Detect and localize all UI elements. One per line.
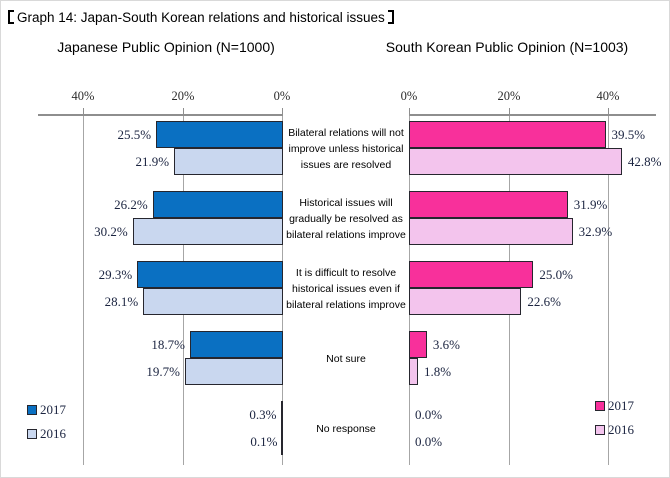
japan-panel-title: Japanese Public Opinion (N=1000) <box>57 39 275 55</box>
category-label-line: No response <box>316 423 376 435</box>
japan-bar-2016 <box>185 358 283 385</box>
value-label: 29.3% <box>98 267 133 282</box>
page-title-text: Graph 14: Japan-South Korean relations a… <box>17 10 385 25</box>
category-label-line: improve unless historical <box>288 143 404 155</box>
category-label: Bilateral relations will not improve unle… <box>283 114 409 184</box>
category-label-line: issues are resolved <box>300 159 392 171</box>
value-label: 3.6% <box>432 337 460 352</box>
japan-bar-2017 <box>156 121 283 148</box>
axis-tick <box>282 108 283 114</box>
value-label: 28.1% <box>104 294 139 309</box>
korea-bar-2016 <box>409 218 573 245</box>
axis-tick <box>608 108 609 114</box>
category-label-line: gradually be resolved as <box>289 213 403 225</box>
japan-bar-2016 <box>281 428 283 455</box>
value-label: 30.2% <box>94 224 128 239</box>
axis-tick-label: 20% <box>171 89 195 103</box>
category-label: No response <box>283 394 409 464</box>
axis-tick-label: 40% <box>71 89 95 103</box>
legend-item-2017-korea: 2017 <box>595 398 634 413</box>
value-label: 31.9% <box>573 197 608 212</box>
legend-swatch-2016-korea <box>595 424 605 435</box>
axis-tick <box>83 108 84 114</box>
legend-label: 2017 <box>40 401 66 417</box>
value-label: 39.5% <box>611 127 646 142</box>
japan-bar-2016 <box>174 148 283 175</box>
value-label: 0.0% <box>415 434 443 449</box>
korea-bar-2016 <box>409 288 522 315</box>
value-label: 21.9% <box>135 154 170 169</box>
title-bracket-open-icon <box>8 10 14 24</box>
gridline <box>83 116 84 465</box>
value-label: 25.5% <box>117 127 152 142</box>
japan-legend: 2017 2016 <box>27 402 66 450</box>
category-label-line: It is difficult to resolve <box>295 267 397 279</box>
gridline <box>608 116 609 465</box>
value-label: 19.7% <box>146 364 180 379</box>
korea-bar-2017 <box>409 331 427 358</box>
japan-bar-2016 <box>132 218 283 245</box>
category-label-line: Bilateral relations will not <box>288 127 404 139</box>
axis-tick-label: 40% <box>596 89 620 103</box>
korea-bar-2017 <box>409 191 568 218</box>
korea-panel-title: South Korean Public Opinion (N=1003) <box>385 39 629 55</box>
axis-tick-label: 20% <box>497 89 521 103</box>
category-label-line: historical issues even if <box>292 283 400 295</box>
axis-tick <box>183 108 184 114</box>
value-label: 0.0% <box>415 407 443 422</box>
title-bracket-close-icon <box>387 10 394 24</box>
category-label-line: Historical issues will <box>299 197 393 209</box>
category-label: Historical issues will gradually be resol… <box>283 184 409 254</box>
page-title: Graph 14: Japan-South Korean relations a… <box>8 8 394 25</box>
value-label: 25.0% <box>539 267 573 282</box>
korea-legend: 2017 2016 <box>595 398 634 446</box>
value-label: 0.3% <box>249 407 277 422</box>
legend-swatch-2017-japan <box>27 404 37 415</box>
legend-swatch-2017-korea <box>595 400 605 411</box>
korea-chart-plot: 0% 20% 40% 39.5% 42.8% 31.9% 32.9% 25.0% 22.6% 3.… <box>401 89 662 466</box>
category-label-line: bilateral relations improve <box>286 229 406 241</box>
value-label: 26.2% <box>114 197 148 212</box>
value-label: 1.8% <box>423 364 452 379</box>
value-label: 18.7% <box>151 337 185 352</box>
japan-bar-2017 <box>152 191 283 218</box>
value-label: 0.1% <box>250 434 278 449</box>
japan-bar-2017 <box>281 401 283 428</box>
korea-bar-2016 <box>409 358 418 385</box>
legend-item-2016-korea: 2016 <box>595 422 634 437</box>
japan-bar-2017 <box>189 331 283 358</box>
japan-bar-2017 <box>137 261 283 288</box>
legend-swatch-2016-japan <box>27 428 37 439</box>
legend-item-2016-japan: 2016 <box>27 426 66 441</box>
axis-tick <box>509 108 510 114</box>
legend-label: 2016 <box>40 425 66 441</box>
legend-item-2017-japan: 2017 <box>27 402 66 417</box>
value-label: 22.6% <box>527 294 562 309</box>
japan-chart-plot: 40% 20% 0% 25.5% 21.9% 26.2% 30.2% 29.3% 28.1% 18… <box>38 89 290 466</box>
axis-tick <box>409 108 410 114</box>
category-label: It is difficult to resolve historical iss… <box>283 254 409 324</box>
category-labels-column: Bilateral relations will not improve unle… <box>283 114 409 464</box>
korea-bar-2016 <box>409 148 622 175</box>
category-label-line: bilateral relations improve <box>286 299 406 311</box>
legend-label: 2016 <box>608 421 634 437</box>
value-label: 42.8% <box>627 154 662 169</box>
category-label: Not sure <box>283 324 409 394</box>
japan-bar-2016 <box>143 288 283 315</box>
axis-tick-label: 0% <box>273 89 291 103</box>
axis-tick-label: 0% <box>400 89 418 103</box>
value-label: 32.9% <box>578 224 613 239</box>
korea-bar-2017 <box>409 261 534 288</box>
legend-label: 2017 <box>608 397 634 413</box>
category-label-line: Not sure <box>326 353 366 365</box>
korea-bar-2017 <box>409 121 606 148</box>
